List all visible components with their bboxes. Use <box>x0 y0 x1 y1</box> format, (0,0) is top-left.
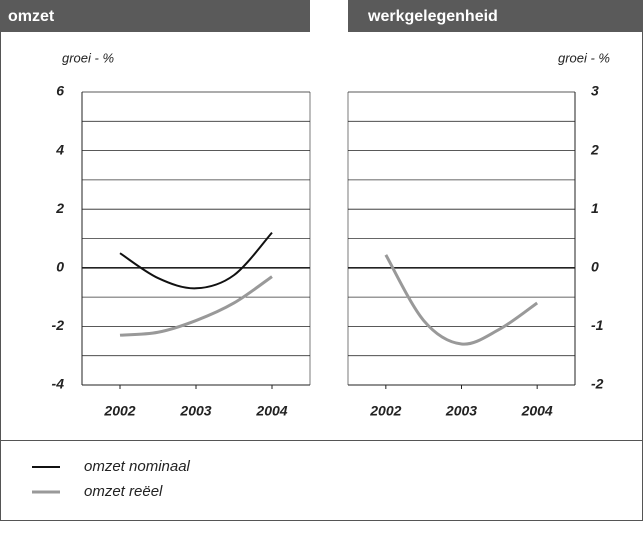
series-line <box>119 231 273 290</box>
header-bar <box>348 0 643 32</box>
legend-label: omzet reëel <box>84 483 163 500</box>
y-tick-label: -1 <box>591 317 604 333</box>
legend-label: omzet nominaal <box>84 458 191 475</box>
header-bar <box>0 0 310 32</box>
series-line <box>119 275 273 337</box>
panel-title: werkgelegenheid <box>367 8 498 25</box>
x-tick-label: 2002 <box>369 403 401 419</box>
y-tick-label: 1 <box>591 200 599 216</box>
x-tick-label: 2003 <box>179 403 211 419</box>
y-tick-label: 3 <box>591 83 599 99</box>
y-tick-label: -4 <box>52 376 65 392</box>
y-tick-label: 6 <box>56 83 64 99</box>
x-tick-label: 2004 <box>255 403 287 419</box>
x-tick-label: 2003 <box>445 403 477 419</box>
y-tick-label: 2 <box>55 200 64 216</box>
x-tick-label: 2004 <box>521 403 553 419</box>
y-tick-label: -2 <box>591 376 604 392</box>
y-tick-label: -2 <box>52 317 65 333</box>
y-axis-label: groei - % <box>558 50 610 65</box>
series-line <box>384 254 539 346</box>
x-tick-label: 2002 <box>103 403 135 419</box>
panel-title: omzet <box>8 8 55 25</box>
y-tick-label: 2 <box>590 141 599 157</box>
y-tick-label: 4 <box>55 141 64 157</box>
frame <box>0 32 643 521</box>
y-tick-label: 0 <box>591 259 599 275</box>
y-tick-label: 0 <box>56 259 64 275</box>
y-axis-label: groei - % <box>62 50 114 65</box>
